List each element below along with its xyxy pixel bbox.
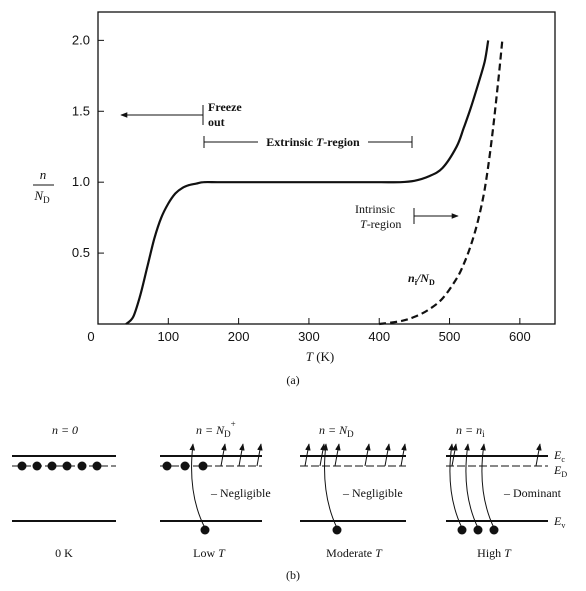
panel-0k-caption: 0 K xyxy=(55,546,73,560)
excitation-arrow xyxy=(238,443,245,467)
y-axis-ticks: 0.5 1.0 1.5 2.0 xyxy=(72,32,104,260)
excitation-arrow xyxy=(535,443,542,467)
panel-high-t-caption: High T xyxy=(477,546,512,560)
ev-label: Ev xyxy=(553,514,565,530)
valence-electron xyxy=(200,525,210,535)
donor-electron xyxy=(17,461,27,471)
panel-moderate-t-note: – Negligible xyxy=(342,486,403,500)
x-tick-label: 600 xyxy=(509,329,531,344)
panel-low-t-caption: Low T xyxy=(193,546,226,560)
y-tick-label: 1.5 xyxy=(72,103,90,118)
x-tick-label: 400 xyxy=(368,329,390,344)
excitation-arrow xyxy=(384,443,391,467)
band-panel-moderate-t: n = ND – Negligible Moderate T xyxy=(300,423,407,560)
x-tick-label: 300 xyxy=(298,329,320,344)
intrinsic-line2: T-region xyxy=(360,217,401,231)
excitation-arrow xyxy=(334,443,341,467)
x-tick-label: 500 xyxy=(439,329,461,344)
extrinsic-label: Extrinsic T-region xyxy=(266,135,360,149)
donor-electrons-0k xyxy=(17,461,102,471)
x-axis-label: T (K) xyxy=(306,349,335,364)
excitation-arrow xyxy=(256,443,263,467)
intrinsic-region-annotation: Intrinsic T-region xyxy=(355,202,459,231)
band-panel-high-t: n = ni – Dominant High T Ec ED Ev xyxy=(446,423,567,560)
ni-over-nd-label: ni/ND xyxy=(408,271,435,287)
donor-electron xyxy=(32,461,42,471)
panel-b-caption: (b) xyxy=(286,568,300,582)
donor-electron xyxy=(47,461,57,471)
valence-electron xyxy=(332,525,342,535)
x-tick-label: 0 xyxy=(87,329,94,344)
data-lines xyxy=(125,40,504,326)
y-axis-label: n ND xyxy=(33,167,54,205)
ni-over-nd-curve xyxy=(379,40,504,326)
plot-area: 0 100 200 300 400 500 600 0.5 1.0 1.5 2.0 xyxy=(72,11,556,344)
y-tick-label: 0.5 xyxy=(72,245,90,260)
plot-frame xyxy=(97,11,556,325)
intrinsic-line1: Intrinsic xyxy=(355,202,395,216)
excitation-arrow xyxy=(364,443,371,467)
ed-label: ED xyxy=(553,463,567,479)
ec-label: Ec xyxy=(553,448,565,464)
x-tick-label: 100 xyxy=(157,329,179,344)
freeze-out-line1: Freeze xyxy=(208,100,242,114)
donor-electron xyxy=(180,461,190,471)
valence-electron xyxy=(473,525,483,535)
panel-0k-n-label: n = 0 xyxy=(52,423,78,437)
freeze-out-annotation: Freeze out xyxy=(120,100,242,129)
excitation-arrow xyxy=(304,443,311,467)
panel-moderate-t-n-label: n = ND xyxy=(319,423,354,439)
panel-high-t-n-label: n = ni xyxy=(456,423,485,439)
y-tick-label: 1.0 xyxy=(72,174,90,189)
y-axis-label-num: n xyxy=(40,167,47,182)
y-axis-label-den: ND xyxy=(33,188,50,205)
panel-low-t-note: – Negligible xyxy=(210,486,271,500)
y-tick-label: 2.0 xyxy=(72,32,90,47)
band-panel-low-t: n = ND+ – Negligible Low T xyxy=(160,419,271,560)
panel-moderate-t-caption: Moderate T xyxy=(326,546,383,560)
excitation-arrow xyxy=(400,443,407,467)
panel-a-caption: (a) xyxy=(286,373,299,387)
excitation-arrow xyxy=(220,443,227,467)
band-diagrams: n = 0 0 K n = ND+ xyxy=(12,419,567,582)
valence-electron xyxy=(457,525,467,535)
panel-high-t-note: – Dominant xyxy=(503,486,562,500)
donor-electron xyxy=(198,461,208,471)
excitation-arrow xyxy=(451,443,458,467)
band-panel-0k: n = 0 0 K xyxy=(12,423,116,560)
valence-electron xyxy=(489,525,499,535)
panel-low-t-n-label: n = ND+ xyxy=(196,419,236,439)
donor-electron xyxy=(162,461,172,471)
x-tick-label: 200 xyxy=(228,329,250,344)
donor-electron xyxy=(62,461,72,471)
donor-electron xyxy=(77,461,87,471)
n-over-nd-curve xyxy=(125,40,490,325)
donor-electron xyxy=(92,461,102,471)
x-axis-ticks: 0 100 200 300 400 500 600 xyxy=(87,318,531,344)
freeze-out-line2: out xyxy=(208,115,225,129)
extrinsic-region-annotation: Extrinsic T-region xyxy=(203,135,413,149)
